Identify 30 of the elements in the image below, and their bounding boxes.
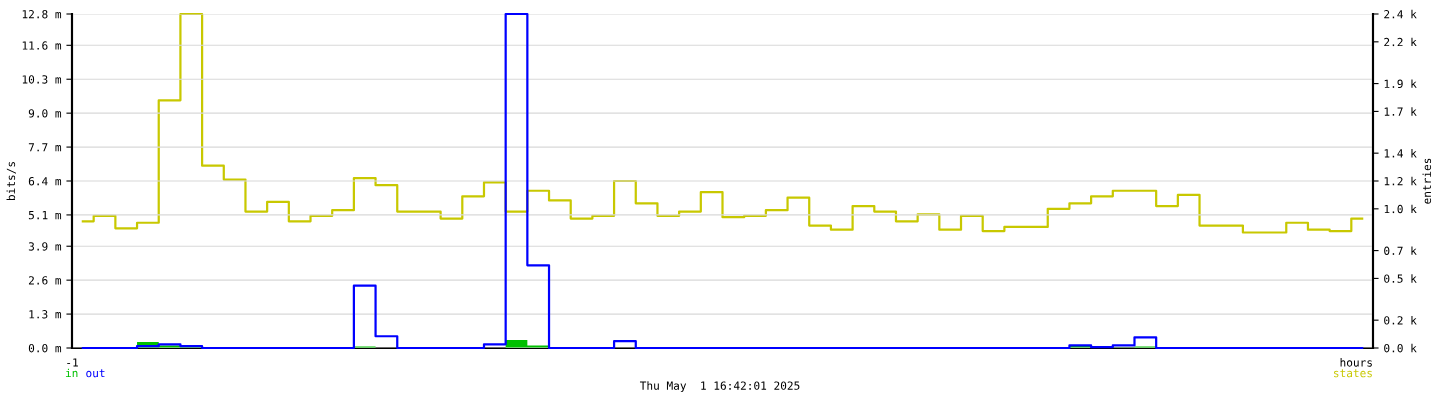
y2-tick-label: 1.0 k — [1384, 204, 1417, 214]
y2-tick-label: 1.4 k — [1384, 148, 1417, 158]
y-tick-label: 1.3 m — [29, 310, 62, 319]
series-label: in — [65, 368, 78, 378]
y-tick-label: 11.6 m — [22, 41, 62, 50]
y2-tick-label: 0.0 k — [1384, 343, 1417, 353]
text: -1 — [67, 358, 78, 367]
y2-tick-label: 1.7 k — [1384, 107, 1417, 116]
y2-tick-label: 0.5 k — [1384, 274, 1417, 283]
text: states — [1334, 369, 1372, 378]
y2-tick-label: 0.7 k — [1384, 246, 1417, 255]
y-tick-label: 7.7 m — [28, 143, 62, 152]
y-tick-label: 3.9 m — [28, 242, 62, 251]
x-axis-title: hours — [1340, 358, 1372, 367]
y2-tick-label: 2.2 k — [1384, 37, 1417, 47]
y2-tick-label: 1.9 k — [1384, 79, 1417, 88]
series-label: out — [86, 369, 105, 378]
text: Thu May 1 16:42:01 2025 — [639, 381, 800, 392]
y2-axis-title: entries — [1422, 158, 1432, 204]
y-tick-label: 9.0 m — [28, 109, 62, 118]
y-tick-label: 5.1 m — [28, 211, 62, 220]
y-tick-label: 2.6 m — [28, 276, 62, 285]
y-tick-label: 6.4 m — [28, 177, 62, 186]
y2-tick-label: 0.2 k — [1384, 315, 1417, 325]
y2-tick-label: 2.4 k — [1384, 9, 1417, 19]
y2-tick-label: 1.2 k — [1384, 176, 1417, 186]
y-tick-label: 10.3 m — [22, 75, 62, 84]
y-axis-title: bits/s — [6, 162, 16, 201]
y-tick-label: 12.8 m — [22, 10, 62, 19]
y-tick-label: 0.0 m — [28, 344, 62, 353]
